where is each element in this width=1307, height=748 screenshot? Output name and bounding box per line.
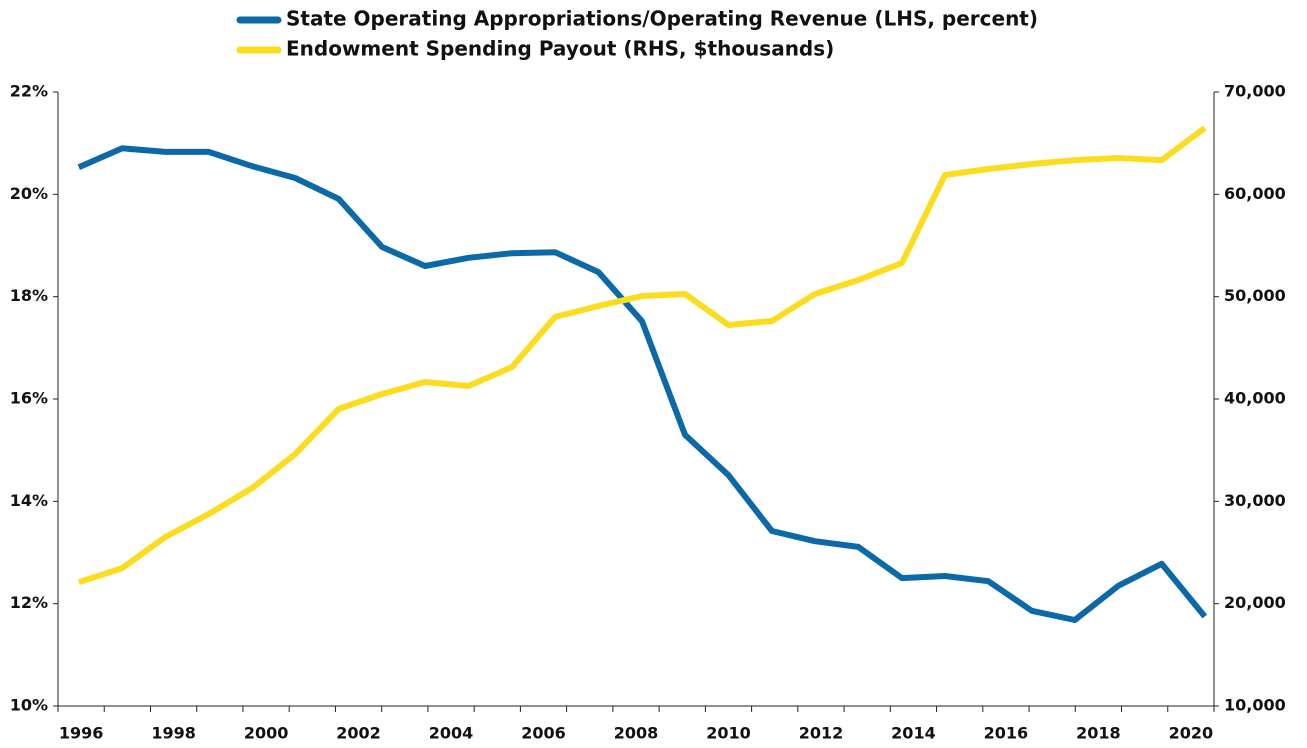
y-tick-label: 12% [10, 593, 48, 612]
x-tick-label: 1996 [59, 724, 104, 743]
x-tick-label: 2020 [1169, 724, 1214, 743]
x-tick-label: 2002 [336, 724, 381, 743]
x-tick-label: 2010 [706, 724, 751, 743]
x-tick-label: 2008 [614, 724, 659, 743]
y2-tick-label: 30,000 [1224, 491, 1286, 510]
x-tick-label: 2014 [891, 724, 936, 743]
y2-tick-label: 40,000 [1224, 389, 1286, 408]
y-tick-label: 10% [10, 696, 48, 715]
x-tick-label: 2004 [429, 724, 474, 743]
x-tick-label: 2018 [1076, 724, 1121, 743]
x-tick-label: 2000 [244, 724, 289, 743]
legend-label: Endowment Spending Payout (RHS, $thousan… [286, 37, 834, 61]
x-tick-label: 2012 [799, 724, 844, 743]
series-line [77, 145, 1208, 623]
y-tick-label: 22% [10, 82, 48, 101]
y2-tick-label: 60,000 [1224, 184, 1286, 203]
y-tick-label: 20% [10, 184, 48, 203]
y-tick-label: 16% [10, 389, 48, 408]
series-line [77, 125, 1207, 586]
y2-tick-label: 50,000 [1224, 286, 1286, 305]
x-tick-label: 2006 [521, 724, 566, 743]
y-tick-label: 14% [10, 491, 48, 510]
x-tick-label: 2016 [984, 724, 1029, 743]
y2-tick-label: 20,000 [1224, 593, 1286, 612]
y2-tick-label: 70,000 [1224, 82, 1286, 101]
y2-tick-label: 10,000 [1224, 696, 1286, 715]
y-tick-label: 18% [10, 286, 48, 305]
legend-label: State Operating Appropriations/Operating… [286, 7, 1038, 31]
x-tick-label: 1998 [151, 724, 196, 743]
